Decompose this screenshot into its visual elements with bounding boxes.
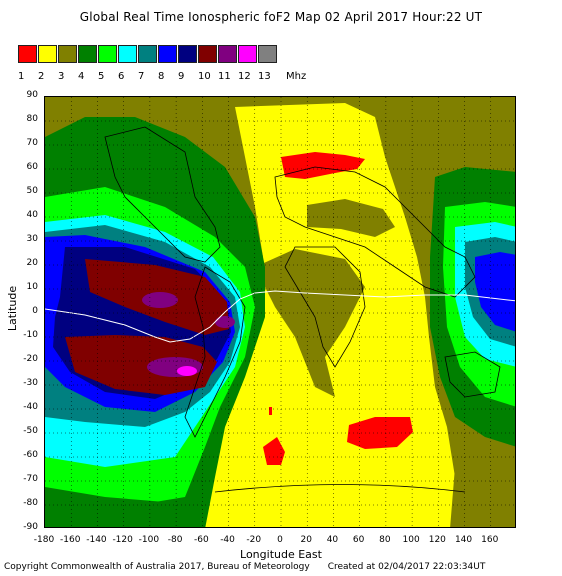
band-11mhz-east <box>215 316 235 328</box>
legend-swatch-6 <box>118 45 137 63</box>
longitude-tick: -60 <box>193 535 209 545</box>
fof2-map-canvas <box>45 97 515 527</box>
longitude-tick: -180 <box>33 535 55 545</box>
band-8mhz-right <box>475 252 515 332</box>
band-1mhz-south-mid <box>263 437 285 465</box>
latitude-tick: -90 <box>23 522 38 532</box>
legend-label: 8 <box>158 71 165 82</box>
longitude-tick: 60 <box>352 535 365 545</box>
band-polar-south-olive <box>450 467 515 527</box>
legend-swatch-1 <box>18 45 37 63</box>
longitude-tick: -100 <box>138 535 160 545</box>
legend-swatch-3 <box>58 45 77 63</box>
latitude-tick: 90 <box>26 90 38 100</box>
latitude-tick: 0 <box>32 306 38 316</box>
legend-label: 10 <box>198 71 211 82</box>
legend-label: 7 <box>138 71 145 82</box>
legend-swatch-2 <box>38 45 57 63</box>
longitude-tick: 20 <box>300 535 312 545</box>
band-1mhz-north <box>281 152 365 179</box>
latitude-tick: 70 <box>26 138 38 148</box>
longitude-tick: 40 <box>326 535 339 545</box>
legend-label: 4 <box>78 71 85 82</box>
legend-swatch-13 <box>258 45 277 63</box>
legend-swatch-5 <box>98 45 117 63</box>
created-timestamp: Created at 02/04/2017 22:03:34UT <box>327 562 486 572</box>
magnetic-equator <box>45 290 515 343</box>
legend-label: 11 <box>218 71 231 82</box>
latitude-tick: -70 <box>23 474 38 484</box>
latitude-tick: -50 <box>23 426 38 436</box>
legend-swatch-8 <box>158 45 177 63</box>
map-title: Global Real Time Ionospheric foF2 Map 02… <box>79 10 483 24</box>
longitude-tick: -120 <box>112 535 133 545</box>
legend-swatch-12 <box>238 45 257 63</box>
longitude-tick: -140 <box>86 535 107 545</box>
color-legend <box>18 45 278 63</box>
latitude-tick: 50 <box>26 186 38 196</box>
band-3mhz-patch-north <box>307 199 395 237</box>
latitude-tick: 30 <box>26 234 38 244</box>
latitude-tick: -10 <box>23 330 38 340</box>
latitude-tick: 20 <box>26 258 38 268</box>
latitude-tick: 80 <box>26 114 38 124</box>
legend-label: 3 <box>58 71 65 82</box>
band-11mhz-north <box>142 292 178 308</box>
band-10mhz-south <box>65 335 217 395</box>
fof2-map <box>44 96 516 528</box>
longitude-tick: 80 <box>379 535 391 545</box>
latitude-axis-title: Latitude <box>6 285 20 332</box>
longitude-tick: -160 <box>60 535 81 545</box>
longitude-axis-title: Longitude East <box>240 548 322 561</box>
longitude-tick: 140 <box>454 535 473 545</box>
latitude-tick: -30 <box>23 378 38 388</box>
legend-swatch-10 <box>198 45 217 63</box>
band-3mhz-patch-africa <box>255 249 365 397</box>
band-1mhz-small <box>269 407 272 415</box>
longitude-tick: -80 <box>167 535 183 545</box>
latitude-tick: 40 <box>26 210 38 220</box>
latitude-tick: 60 <box>26 162 38 172</box>
legend-label: 5 <box>98 71 105 82</box>
legend-label: 12 <box>238 71 251 82</box>
latitude-tick: -60 <box>23 450 38 460</box>
copyright-text: Copyright Commonwealth of Australia 2017… <box>4 562 310 572</box>
legend-label: 1 <box>18 71 25 82</box>
longitude-tick: -20 <box>246 535 262 545</box>
coastlines <box>104 126 501 493</box>
band-1mhz-south-east <box>347 417 413 449</box>
longitude-tick: -40 <box>220 535 235 545</box>
band-polar-south <box>45 487 205 527</box>
legend-swatch-4 <box>78 45 97 63</box>
band-12mhz-south <box>177 366 197 376</box>
legend-unit: Mhz <box>286 71 307 82</box>
legend-swatch-11 <box>218 45 237 63</box>
legend-labels: 1 2 3 4 5 6 7 8 9 10 11 12 13 <box>18 71 278 82</box>
legend-swatch-9 <box>178 45 197 63</box>
latitude-tick: -40 <box>23 402 38 412</box>
map-grid <box>45 97 515 527</box>
footer: Copyright Commonwealth of Australia 2017… <box>4 562 485 572</box>
legend-label: 6 <box>118 71 125 82</box>
legend-swatch-7 <box>138 45 157 63</box>
latitude-tick: -20 <box>23 354 38 364</box>
legend-label: 9 <box>178 71 185 82</box>
longitude-tick: 0 <box>277 535 283 545</box>
longitude-tick: 120 <box>428 535 446 545</box>
legend-label: 13 <box>258 71 271 82</box>
latitude-tick: 10 <box>26 282 38 292</box>
longitude-tick: 160 <box>481 535 499 545</box>
legend-label: 2 <box>38 71 45 82</box>
longitude-tick: 100 <box>402 535 420 545</box>
latitude-tick: -80 <box>23 498 38 508</box>
